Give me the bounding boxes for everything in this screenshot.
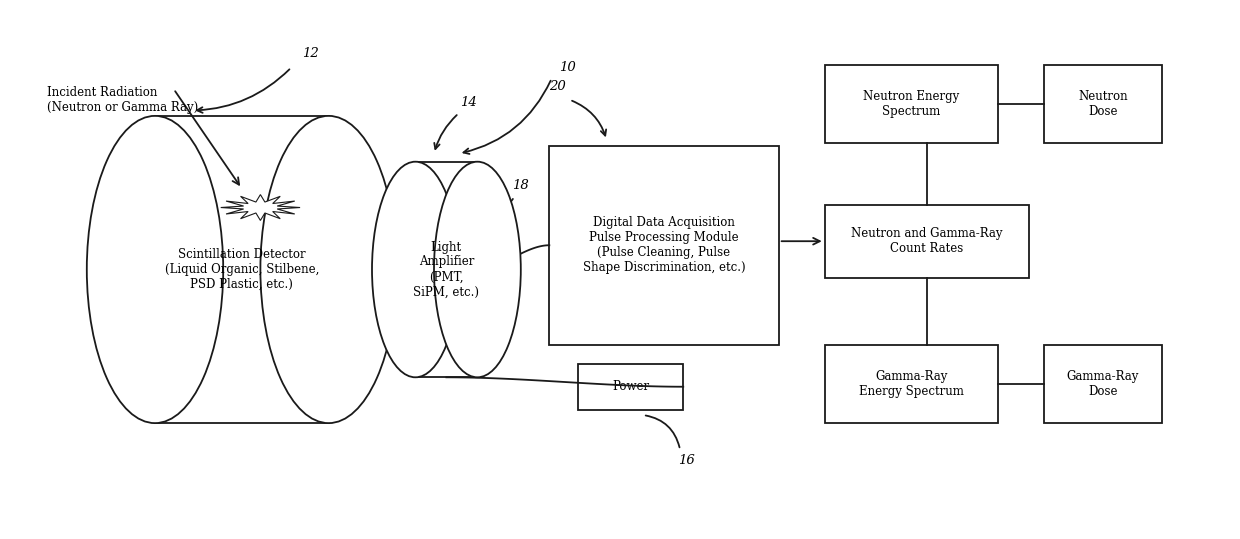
Text: 16: 16: [678, 454, 694, 467]
Bar: [825, 65, 998, 143]
Text: Digital Data Acquisition
Pulse Processing Module
(Pulse Cleaning, Pulse
Shape Di: Digital Data Acquisition Pulse Processin…: [583, 216, 745, 274]
Bar: [1044, 65, 1162, 143]
Bar: [825, 205, 1029, 278]
Bar: [825, 345, 998, 423]
Text: Neutron
Dose: Neutron Dose: [1078, 90, 1128, 118]
Text: 12: 12: [301, 47, 319, 60]
Polygon shape: [221, 195, 300, 220]
Text: 10: 10: [559, 61, 577, 74]
Text: Neutron and Gamma-Ray
Count Rates: Neutron and Gamma-Ray Count Rates: [851, 227, 1003, 255]
Ellipse shape: [260, 116, 397, 423]
Bar: [1044, 345, 1162, 423]
Text: Scintillation Detector
(Liquid Organic, Stilbene,
PSD Plastic, etc.): Scintillation Detector (Liquid Organic, …: [165, 248, 319, 291]
Text: 20: 20: [548, 80, 565, 93]
Text: Power: Power: [613, 380, 649, 393]
Text: Light
Amplifier
(PMT,
SiPM, etc.): Light Amplifier (PMT, SiPM, etc.): [413, 240, 480, 299]
Bar: [549, 146, 779, 345]
Text: Neutron Energy
Spectrum: Neutron Energy Spectrum: [863, 90, 960, 118]
Ellipse shape: [434, 162, 521, 377]
Polygon shape: [155, 116, 329, 423]
Ellipse shape: [87, 116, 223, 423]
Bar: [578, 364, 683, 410]
Text: Gamma-Ray
Dose: Gamma-Ray Dose: [1066, 370, 1140, 398]
Text: Gamma-Ray
Energy Spectrum: Gamma-Ray Energy Spectrum: [859, 370, 963, 398]
Polygon shape: [415, 162, 477, 377]
Text: Incident Radiation
(Neutron or Gamma Ray): Incident Radiation (Neutron or Gamma Ray…: [47, 86, 198, 114]
Text: 14: 14: [460, 96, 477, 109]
Text: 18: 18: [512, 179, 529, 192]
Ellipse shape: [372, 162, 459, 377]
